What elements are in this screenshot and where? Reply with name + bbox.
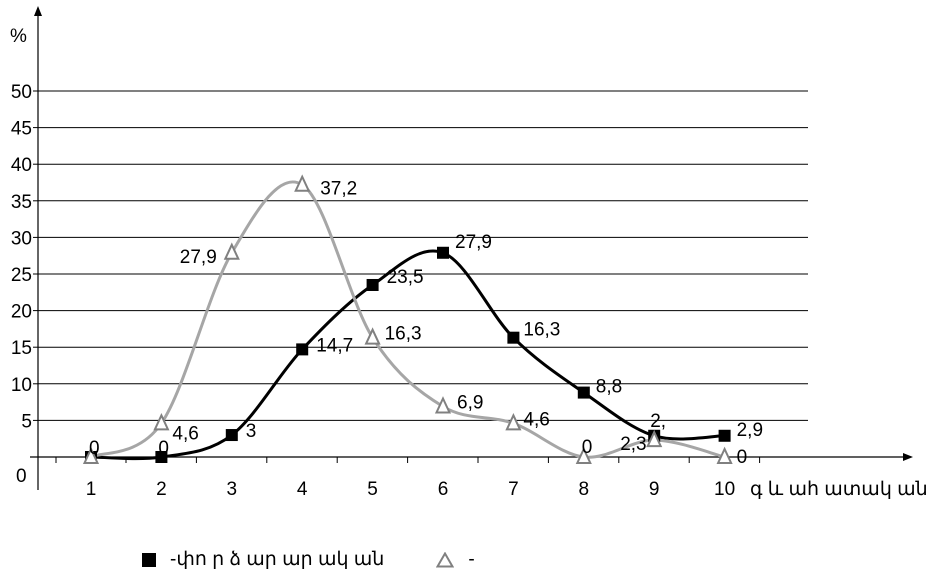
y-tick-label: 5 <box>21 411 32 432</box>
data-label: 37,2 <box>320 179 357 200</box>
y-tick-label: 45 <box>11 119 32 140</box>
data-point-triangle <box>716 446 733 464</box>
legend-item-series-2: - <box>436 548 475 571</box>
data-point-square <box>577 386 590 399</box>
data-label: 27,9 <box>180 247 217 268</box>
y-tick-label: 30 <box>11 228 32 249</box>
data-point-square <box>437 246 449 259</box>
x-axis-arrow <box>903 453 913 461</box>
data-point-triangle <box>505 412 522 431</box>
data-label: 0 <box>158 438 169 459</box>
data-label: 14,7 <box>316 335 353 356</box>
data-label: 4,6 <box>523 409 549 430</box>
series-line-1 <box>90 249 725 461</box>
legend: -փո ր ձ ար ար ակ ան - <box>142 548 527 571</box>
data-point-triangle <box>364 327 381 345</box>
y-tick-label: 25 <box>11 265 32 286</box>
axes <box>30 6 913 490</box>
data-point-square <box>296 343 309 356</box>
y-tick-label: 10 <box>11 375 32 396</box>
data-label: 16,3 <box>523 320 560 341</box>
y-tick-label: 15 <box>11 338 32 359</box>
data-point-triangle <box>575 446 592 464</box>
data-label: 0 <box>737 447 748 468</box>
y-tick-label: 40 <box>11 155 32 176</box>
data-point-square <box>155 451 168 463</box>
data-point-square <box>366 278 379 291</box>
data-point-triangle <box>294 174 311 192</box>
data-point-square <box>225 429 238 442</box>
data-label: 8,8 <box>596 377 622 398</box>
data-label: 27,9 <box>455 232 492 253</box>
x-tick-label: 7 <box>508 479 519 500</box>
triangle-marker-icon <box>436 551 455 567</box>
data-label: 2,3 <box>620 434 646 455</box>
legend-label-series-2: - <box>468 548 475 570</box>
x-tick-label: 9 <box>649 479 660 500</box>
x-tick-label: 8 <box>579 479 590 500</box>
x-tick-label: 4 <box>297 479 308 500</box>
data-point-square <box>718 429 731 442</box>
data-label: 2,9 <box>737 420 763 441</box>
y-axis-label: % <box>10 26 27 47</box>
x-tick-label: 6 <box>438 479 449 500</box>
series-lines <box>90 180 725 461</box>
y-axis-arrow <box>34 6 42 16</box>
data-label: 0 <box>582 437 593 458</box>
data-label: 23,5 <box>387 267 424 288</box>
data-point-triangle <box>82 446 100 464</box>
series-line-2 <box>90 180 725 459</box>
gridlines <box>38 90 808 421</box>
data-label: 0 <box>89 438 100 459</box>
x-tick-label: 3 <box>227 479 238 500</box>
x-tick-label: 2 <box>156 479 167 500</box>
data-point-square <box>507 331 520 344</box>
x-axis-label: գ և ահ ատակ ան <box>750 479 928 500</box>
data-point-triangle <box>646 429 663 448</box>
legend-item-series-1: -փո ր ձ ար ար ակ ան <box>142 548 384 571</box>
data-label: 16,3 <box>385 324 422 345</box>
series-markers <box>82 174 733 464</box>
square-marker-icon <box>142 552 156 567</box>
data-label: 4,6 <box>172 423 198 444</box>
y-tick-label: 35 <box>11 192 32 213</box>
x-tick-label: 1 <box>86 479 97 500</box>
data-labels: 314,723,527,916,38,82, 2,904,627,937,216,… <box>89 179 763 468</box>
data-point-triangle <box>223 242 240 260</box>
y-tick-label: 50 <box>11 82 32 103</box>
data-point-triangle <box>434 396 452 414</box>
origin-label: 0 <box>16 466 27 487</box>
x-tick-label: 10 <box>714 479 735 500</box>
data-point-triangle <box>153 412 170 431</box>
legend-label-series-1: -փո ր ձ ար ար ակ ան <box>170 549 385 570</box>
data-label: 2, <box>650 411 666 432</box>
data-label: 6,9 <box>457 392 483 413</box>
x-tick-label: 5 <box>367 479 378 500</box>
data-label: 3 <box>246 421 257 442</box>
y-tick-label: 20 <box>11 302 32 323</box>
